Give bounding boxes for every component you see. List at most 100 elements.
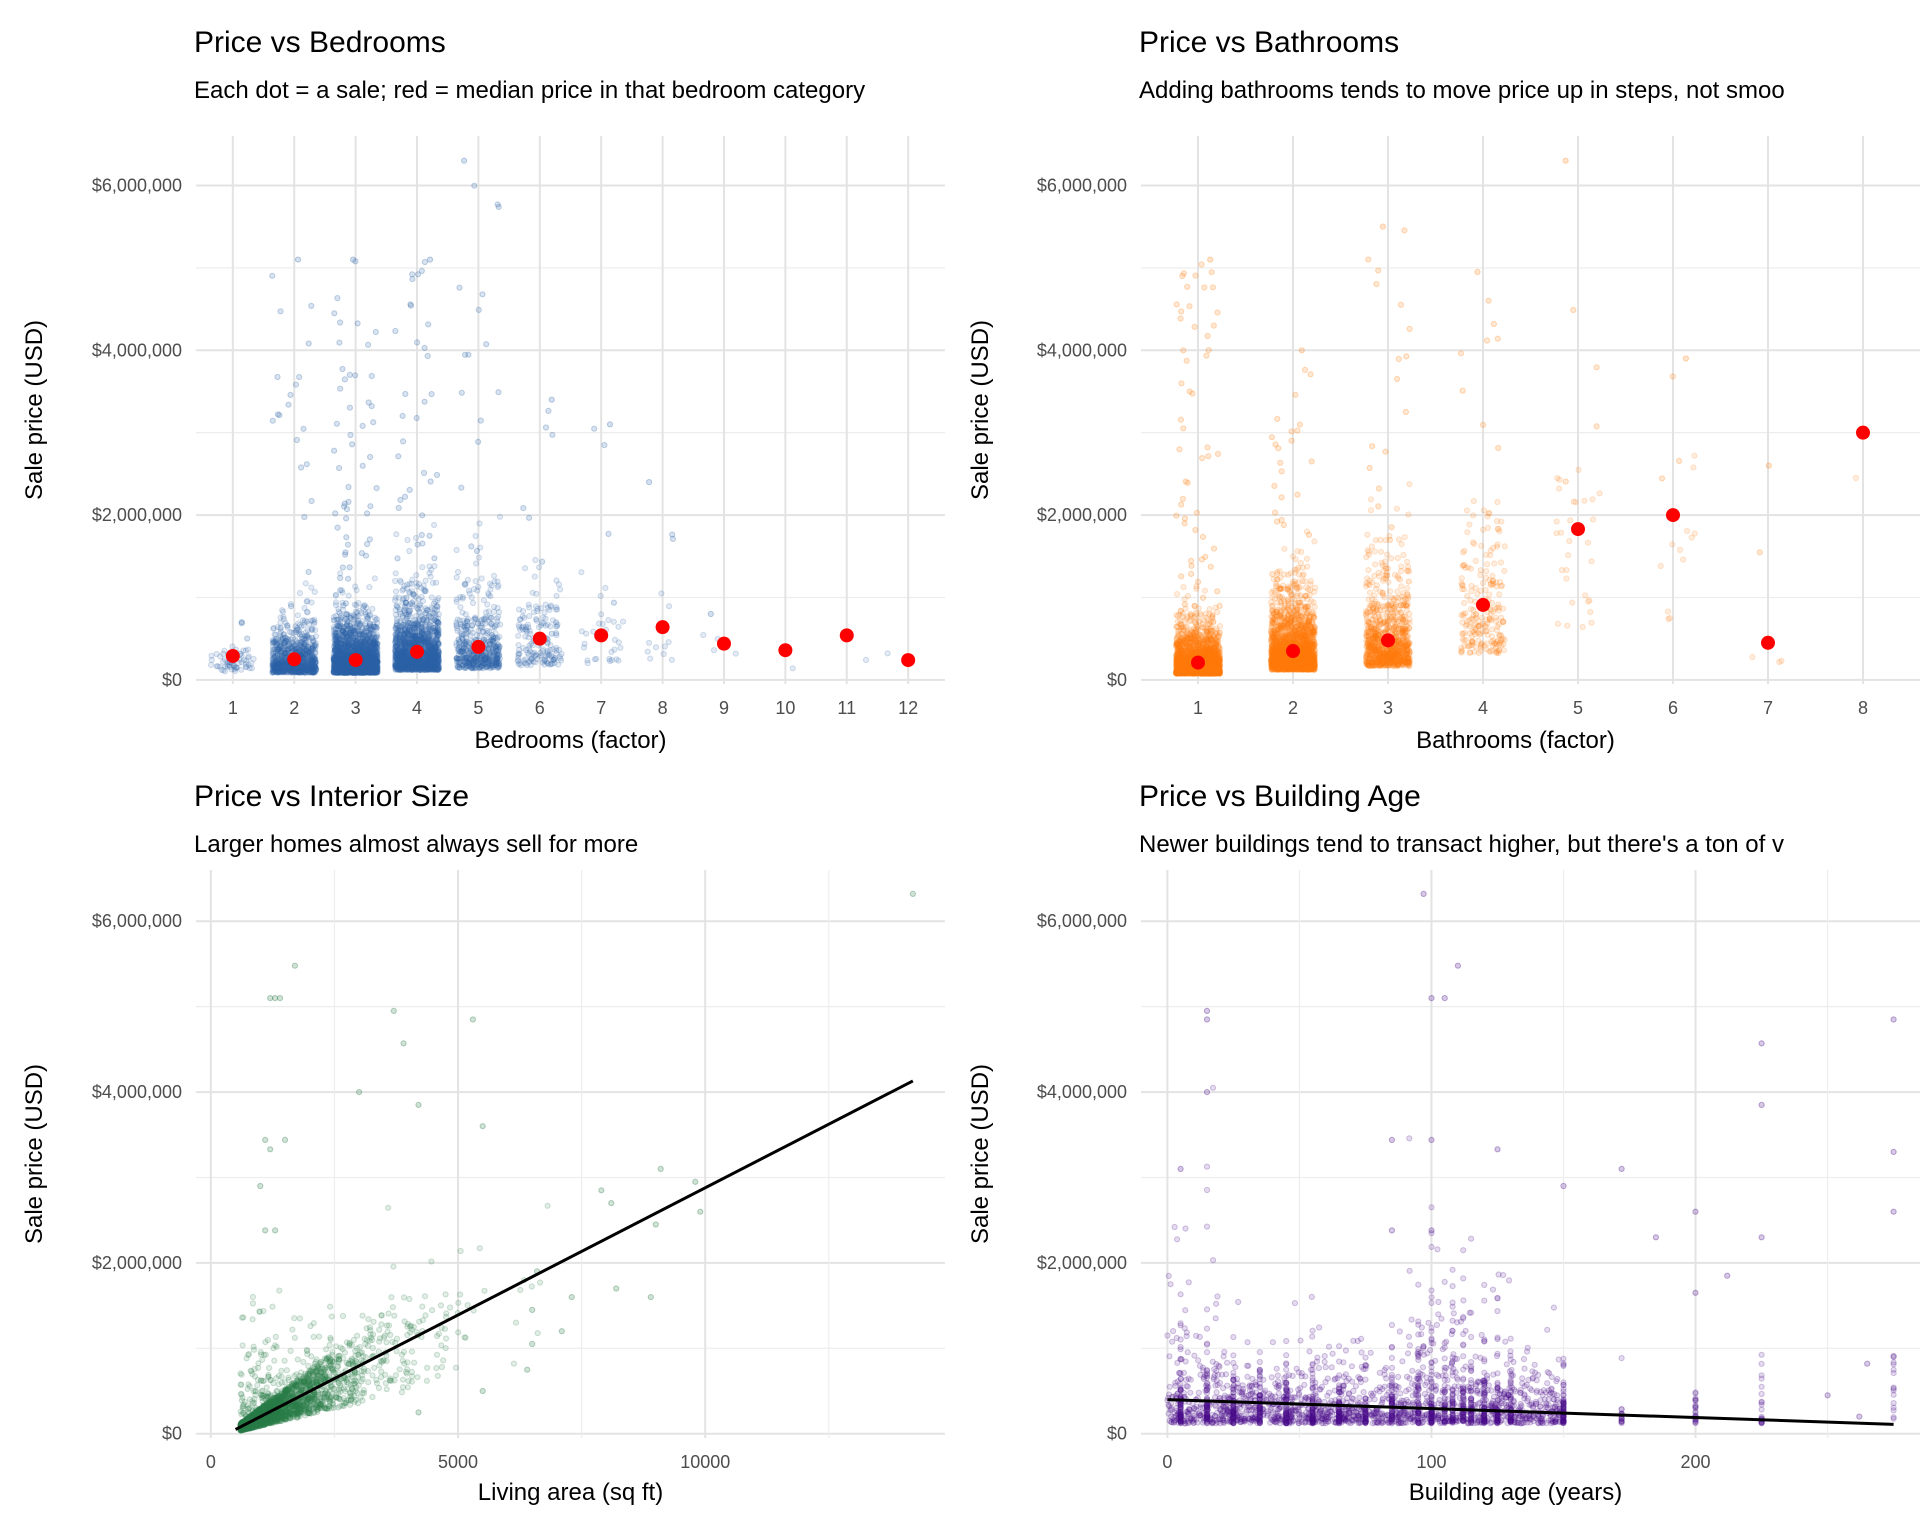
data-point (217, 653, 224, 660)
data-point (414, 583, 421, 590)
data-point (293, 436, 300, 444)
data-point (354, 320, 361, 327)
data-point (232, 664, 239, 671)
data-point (418, 624, 425, 631)
data-point (300, 425, 307, 432)
data-point (310, 620, 318, 627)
data-point (279, 667, 286, 674)
data-point (275, 668, 282, 675)
data-point (373, 485, 380, 492)
data-point (339, 564, 346, 571)
data-point (284, 669, 292, 676)
data-point (292, 623, 299, 630)
data-point (285, 401, 292, 408)
data-point (366, 669, 373, 677)
data-point (274, 651, 281, 658)
data-point (306, 664, 313, 671)
data-point (226, 663, 234, 671)
data-point (304, 618, 311, 625)
data-point (295, 667, 302, 674)
data-point (301, 663, 308, 670)
data-point (287, 391, 294, 398)
data-point (370, 647, 377, 654)
data-point (311, 669, 318, 676)
data-point (310, 668, 317, 676)
data-point (284, 646, 291, 653)
data-point (308, 664, 315, 671)
data-point (341, 376, 348, 383)
data-point (270, 625, 277, 632)
data-point (283, 664, 290, 671)
data-point (282, 634, 289, 642)
data-point (297, 639, 304, 646)
data-point (281, 651, 288, 659)
data-point (343, 506, 351, 513)
data-point (312, 642, 319, 649)
data-point (368, 654, 375, 661)
data-point (300, 622, 307, 629)
data-point (312, 640, 319, 647)
data-point (427, 573, 434, 580)
data-point (332, 510, 339, 517)
data-point (242, 647, 249, 654)
data-point (304, 632, 311, 639)
data-point (344, 611, 351, 618)
data-point (341, 500, 348, 507)
data-point (406, 547, 413, 555)
data-point (352, 583, 359, 590)
data-point (308, 497, 315, 505)
data-point (208, 652, 215, 659)
data-point (284, 636, 291, 643)
data-point (343, 534, 350, 541)
data-point (269, 643, 277, 650)
data-point (310, 663, 317, 671)
data-point (357, 620, 364, 627)
data-point (281, 641, 288, 648)
data-point (270, 664, 277, 672)
data-point (278, 660, 285, 668)
data-point (305, 666, 312, 673)
data-point (282, 637, 289, 645)
data-point (309, 654, 316, 661)
data-point (284, 636, 291, 643)
data-point (294, 612, 301, 619)
data-point (337, 587, 344, 594)
data-point (277, 667, 285, 674)
data-point (269, 661, 276, 668)
data-point (369, 605, 376, 613)
data-point (368, 403, 375, 410)
data-point (428, 594, 435, 601)
data-point (331, 653, 338, 660)
data-point (433, 636, 440, 643)
data-point (274, 667, 281, 674)
data-point (243, 663, 250, 670)
data-point (248, 660, 255, 667)
data-point (295, 667, 302, 674)
data-point (311, 659, 319, 666)
data-point (304, 597, 311, 605)
data-point (222, 663, 229, 670)
data-point (275, 659, 282, 667)
data-point (360, 668, 367, 676)
data-point (278, 657, 285, 664)
data-point (296, 590, 303, 597)
data-point (303, 657, 310, 664)
data-point (281, 650, 288, 657)
data-point (281, 668, 288, 675)
data-point (292, 381, 300, 388)
data-point (242, 661, 249, 668)
data-point (233, 664, 240, 671)
data-point (367, 503, 374, 510)
data-point (422, 587, 429, 594)
data-point (246, 665, 253, 672)
data-point (269, 272, 276, 279)
data-point (342, 600, 349, 607)
data-point (365, 648, 372, 655)
data-point (276, 639, 283, 646)
data-point (274, 669, 281, 676)
data-point (287, 669, 294, 676)
data-point (303, 647, 310, 655)
data-point (419, 564, 426, 571)
